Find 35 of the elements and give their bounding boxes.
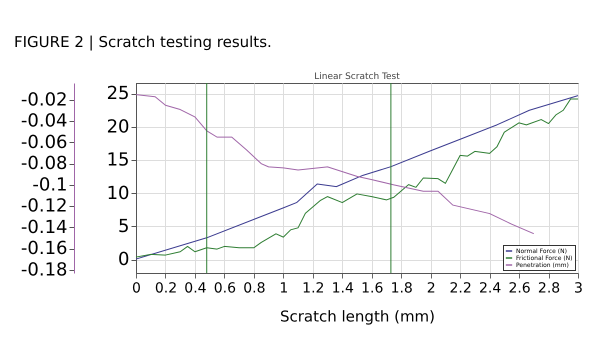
y-tick-label: 20 — [106, 116, 130, 138]
x-tick-label: 2 — [426, 280, 436, 296]
x-tick-label: 0.4 — [184, 280, 207, 296]
x-tick-label: 0.2 — [154, 280, 178, 296]
x-tick-label: 3 — [574, 280, 583, 296]
x-tick-label: 1 — [279, 280, 288, 296]
y2-tick-label: -0.14 — [20, 216, 68, 238]
y2-tick-label: -0.08 — [20, 153, 68, 174]
line-series — [136, 94, 534, 234]
y-tick-label: 5 — [118, 216, 130, 237]
x-tick-label: 0 — [132, 280, 141, 296]
x-tick-label: 2.2 — [450, 280, 472, 296]
x-tick-label: 1.4 — [332, 280, 354, 296]
y2-tick-label: -0.06 — [20, 132, 68, 153]
y-tick-label: 15 — [106, 150, 130, 171]
x-tick-label: 1.8 — [390, 280, 413, 296]
y-tick-label: 0 — [118, 249, 130, 270]
chart-subtitle: Linear Scratch Test — [314, 72, 400, 82]
x-tick-label: 0.6 — [214, 280, 236, 296]
x-axis-title: Scratch length (mm) — [280, 308, 436, 326]
y2-tick-label: -0.02 — [20, 89, 68, 110]
y-tick-label: 25 — [106, 83, 130, 104]
y2-tick-label: -0.04 — [20, 110, 68, 132]
y2-tick-label: -0.16 — [20, 238, 68, 260]
x-tick-label: 2.6 — [508, 280, 531, 296]
x-tick-label: 1.2 — [302, 280, 324, 296]
y2-tick-label: -0.12 — [20, 196, 68, 217]
y2-tick-label: -0.18 — [20, 259, 68, 280]
chart-title: FIGURE 2 | Scratch testing results. — [14, 33, 272, 51]
x-tick-label: 2.4 — [478, 280, 502, 296]
y-tick-label: 10 — [106, 182, 130, 204]
y2-tick-label: -0.1 — [32, 174, 68, 196]
x-tick-label: 1.6 — [361, 280, 384, 296]
x-tick-label: 2.8 — [538, 280, 560, 296]
x-tick-label: 0.8 — [243, 280, 266, 296]
